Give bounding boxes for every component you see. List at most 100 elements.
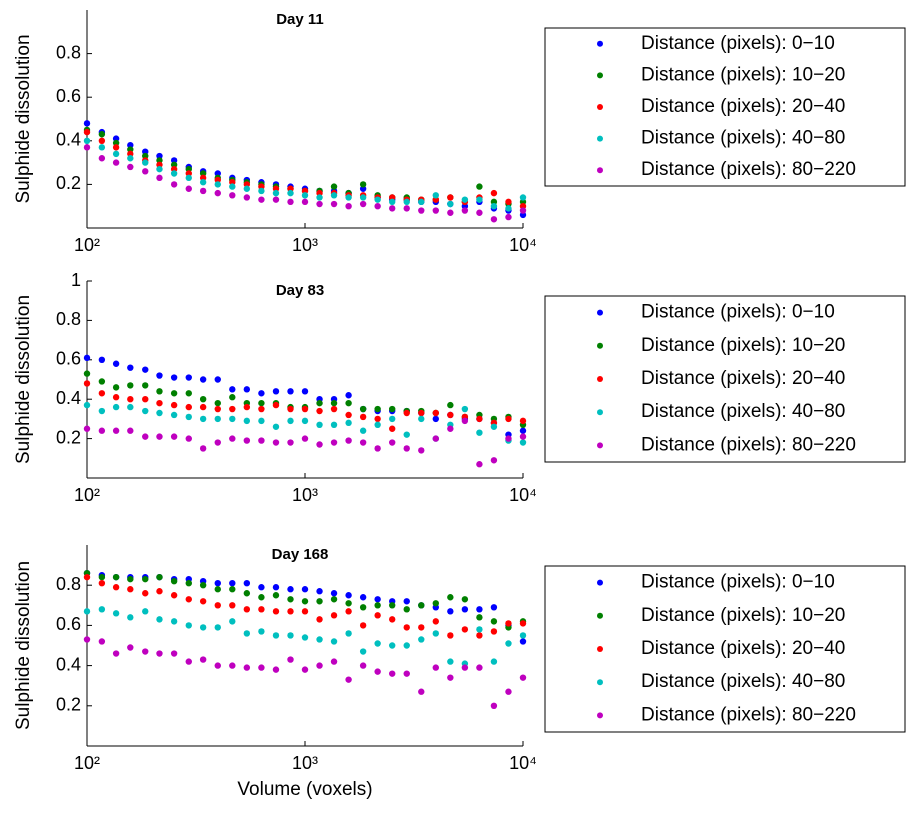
point — [374, 612, 381, 619]
point — [316, 200, 323, 208]
point — [359, 439, 367, 446]
point — [170, 170, 178, 177]
legend-marker — [597, 104, 603, 110]
point — [258, 187, 265, 195]
legend-label: Distance (pixels): 20−40 — [641, 96, 845, 117]
point — [156, 433, 163, 440]
x-axis-label: Volume (voxels) — [237, 779, 372, 800]
point — [170, 577, 178, 585]
point — [476, 415, 483, 423]
point — [330, 439, 338, 446]
point — [185, 658, 192, 665]
point — [345, 630, 352, 637]
legend-box — [544, 27, 906, 187]
point — [243, 664, 251, 671]
x-tick-label: 10⁴ — [509, 485, 537, 505]
point — [199, 445, 207, 452]
point — [505, 620, 512, 627]
point — [287, 596, 294, 603]
point — [389, 198, 396, 206]
point — [330, 200, 338, 208]
point — [199, 415, 207, 423]
point — [374, 602, 381, 609]
point — [127, 427, 134, 434]
point — [389, 670, 396, 677]
point — [345, 392, 352, 399]
point — [170, 650, 178, 657]
point — [287, 388, 294, 395]
point — [330, 596, 338, 603]
y-tick-label: 0.6 — [56, 349, 81, 369]
point — [301, 405, 309, 413]
point — [156, 174, 163, 182]
point — [461, 405, 469, 413]
point — [330, 638, 338, 645]
point — [490, 189, 498, 197]
point — [476, 614, 483, 621]
point — [490, 702, 498, 709]
point — [112, 150, 120, 158]
point — [287, 586, 294, 593]
point — [98, 356, 106, 363]
legend-label: Distance (pixels): 10−20 — [641, 64, 845, 85]
point — [490, 457, 498, 464]
point — [461, 196, 469, 203]
point — [112, 394, 120, 401]
point — [359, 194, 367, 201]
point — [403, 205, 410, 212]
point — [505, 213, 512, 221]
point — [272, 401, 280, 409]
point — [214, 181, 221, 188]
point — [389, 616, 396, 623]
point — [199, 656, 207, 663]
point — [301, 608, 309, 615]
point — [301, 598, 309, 605]
x-tick-label: 10² — [74, 235, 100, 255]
point — [389, 405, 396, 413]
legend-label: Distance (pixels): 80−220 — [641, 704, 856, 725]
point — [403, 598, 410, 605]
point — [316, 441, 323, 448]
point — [345, 419, 352, 427]
point — [403, 624, 410, 631]
point — [112, 144, 120, 151]
point — [345, 194, 352, 201]
point — [272, 388, 280, 395]
panel-title: Day 83 — [276, 282, 324, 299]
point — [490, 604, 498, 611]
point — [403, 198, 410, 206]
point — [83, 425, 91, 432]
point — [490, 216, 498, 223]
point — [345, 399, 352, 407]
point — [185, 403, 192, 411]
point — [214, 662, 221, 669]
point — [330, 405, 338, 413]
point — [185, 374, 192, 381]
point — [142, 407, 149, 415]
point — [258, 405, 265, 413]
point — [214, 624, 221, 631]
point — [519, 632, 527, 639]
point — [258, 594, 265, 601]
point — [287, 198, 294, 206]
point — [214, 189, 221, 197]
point — [519, 674, 527, 681]
legend-marker — [597, 442, 603, 449]
legend-marker — [597, 646, 603, 652]
point — [418, 207, 425, 214]
point — [127, 364, 134, 371]
point — [156, 616, 163, 623]
point — [142, 648, 149, 655]
point — [403, 670, 410, 677]
legend-label: Distance (pixels): 10−20 — [641, 605, 845, 626]
point — [258, 437, 265, 444]
point — [330, 421, 338, 429]
point — [316, 407, 323, 415]
point — [229, 394, 236, 401]
point — [243, 579, 251, 587]
point — [316, 598, 323, 605]
point — [316, 636, 323, 643]
point — [505, 205, 512, 212]
point — [403, 642, 410, 649]
point — [345, 437, 352, 444]
